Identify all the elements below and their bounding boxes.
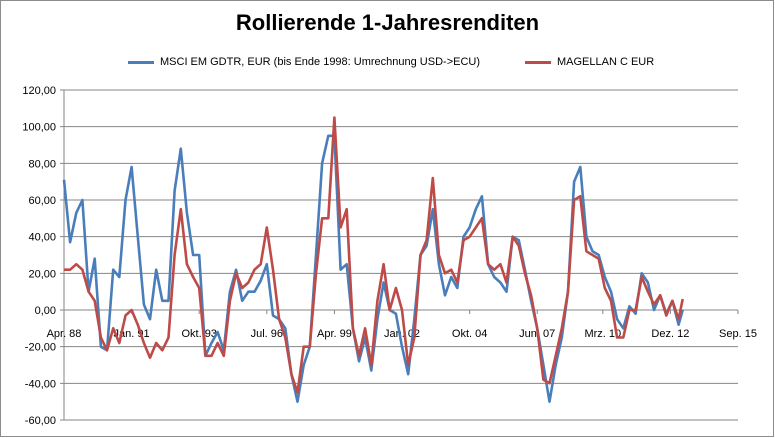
legend-item-msci: MSCI EM GDTR, EUR (bis Ende 1998: Umrech… <box>128 56 480 68</box>
x-tick-label: Okt. 04 <box>452 328 487 340</box>
legend-swatch-msci <box>128 60 154 64</box>
x-tick-label: Jul. 96 <box>251 328 283 340</box>
chart-title: Rollierende 1-Jahresrenditen <box>235 10 540 35</box>
x-tick-label: Mrz. 10 <box>584 328 621 340</box>
y-tick-label: 100,00 <box>22 122 56 134</box>
y-tick-label: 120,00 <box>22 85 56 97</box>
x-tick-label: Jan. 91 <box>114 328 150 340</box>
series-line-magellan <box>64 116 684 394</box>
x-tick-label: Apr. 99 <box>317 328 352 340</box>
y-tick-label: -60,00 <box>25 415 56 427</box>
series-line-msci <box>62 134 684 404</box>
y-tick-label: 80,00 <box>28 158 56 170</box>
y-tick-label: 40,00 <box>28 232 56 244</box>
y-tick-label: -20,00 <box>25 342 56 354</box>
y-tick-label: 20,00 <box>28 268 56 280</box>
x-tick-label: Sep. 15 <box>719 328 757 340</box>
x-tick-label: Okt. 93 <box>181 328 216 340</box>
y-tick-label: 0,00 <box>35 305 56 317</box>
y-tick-label: -40,00 <box>25 378 56 390</box>
legend-label-magellan: MAGELLAN C EUR <box>557 56 655 68</box>
x-tick-label: Apr. 88 <box>47 328 82 340</box>
legend-swatch-magellan <box>525 60 551 64</box>
legend-label-msci: MSCI EM GDTR, EUR (bis Ende 1998: Umrech… <box>160 56 481 68</box>
y-tick-label: 60,00 <box>28 195 56 207</box>
x-tick-label: Dez. 12 <box>651 328 689 340</box>
legend-item-magellan: MAGELLAN C EUR <box>525 56 654 68</box>
